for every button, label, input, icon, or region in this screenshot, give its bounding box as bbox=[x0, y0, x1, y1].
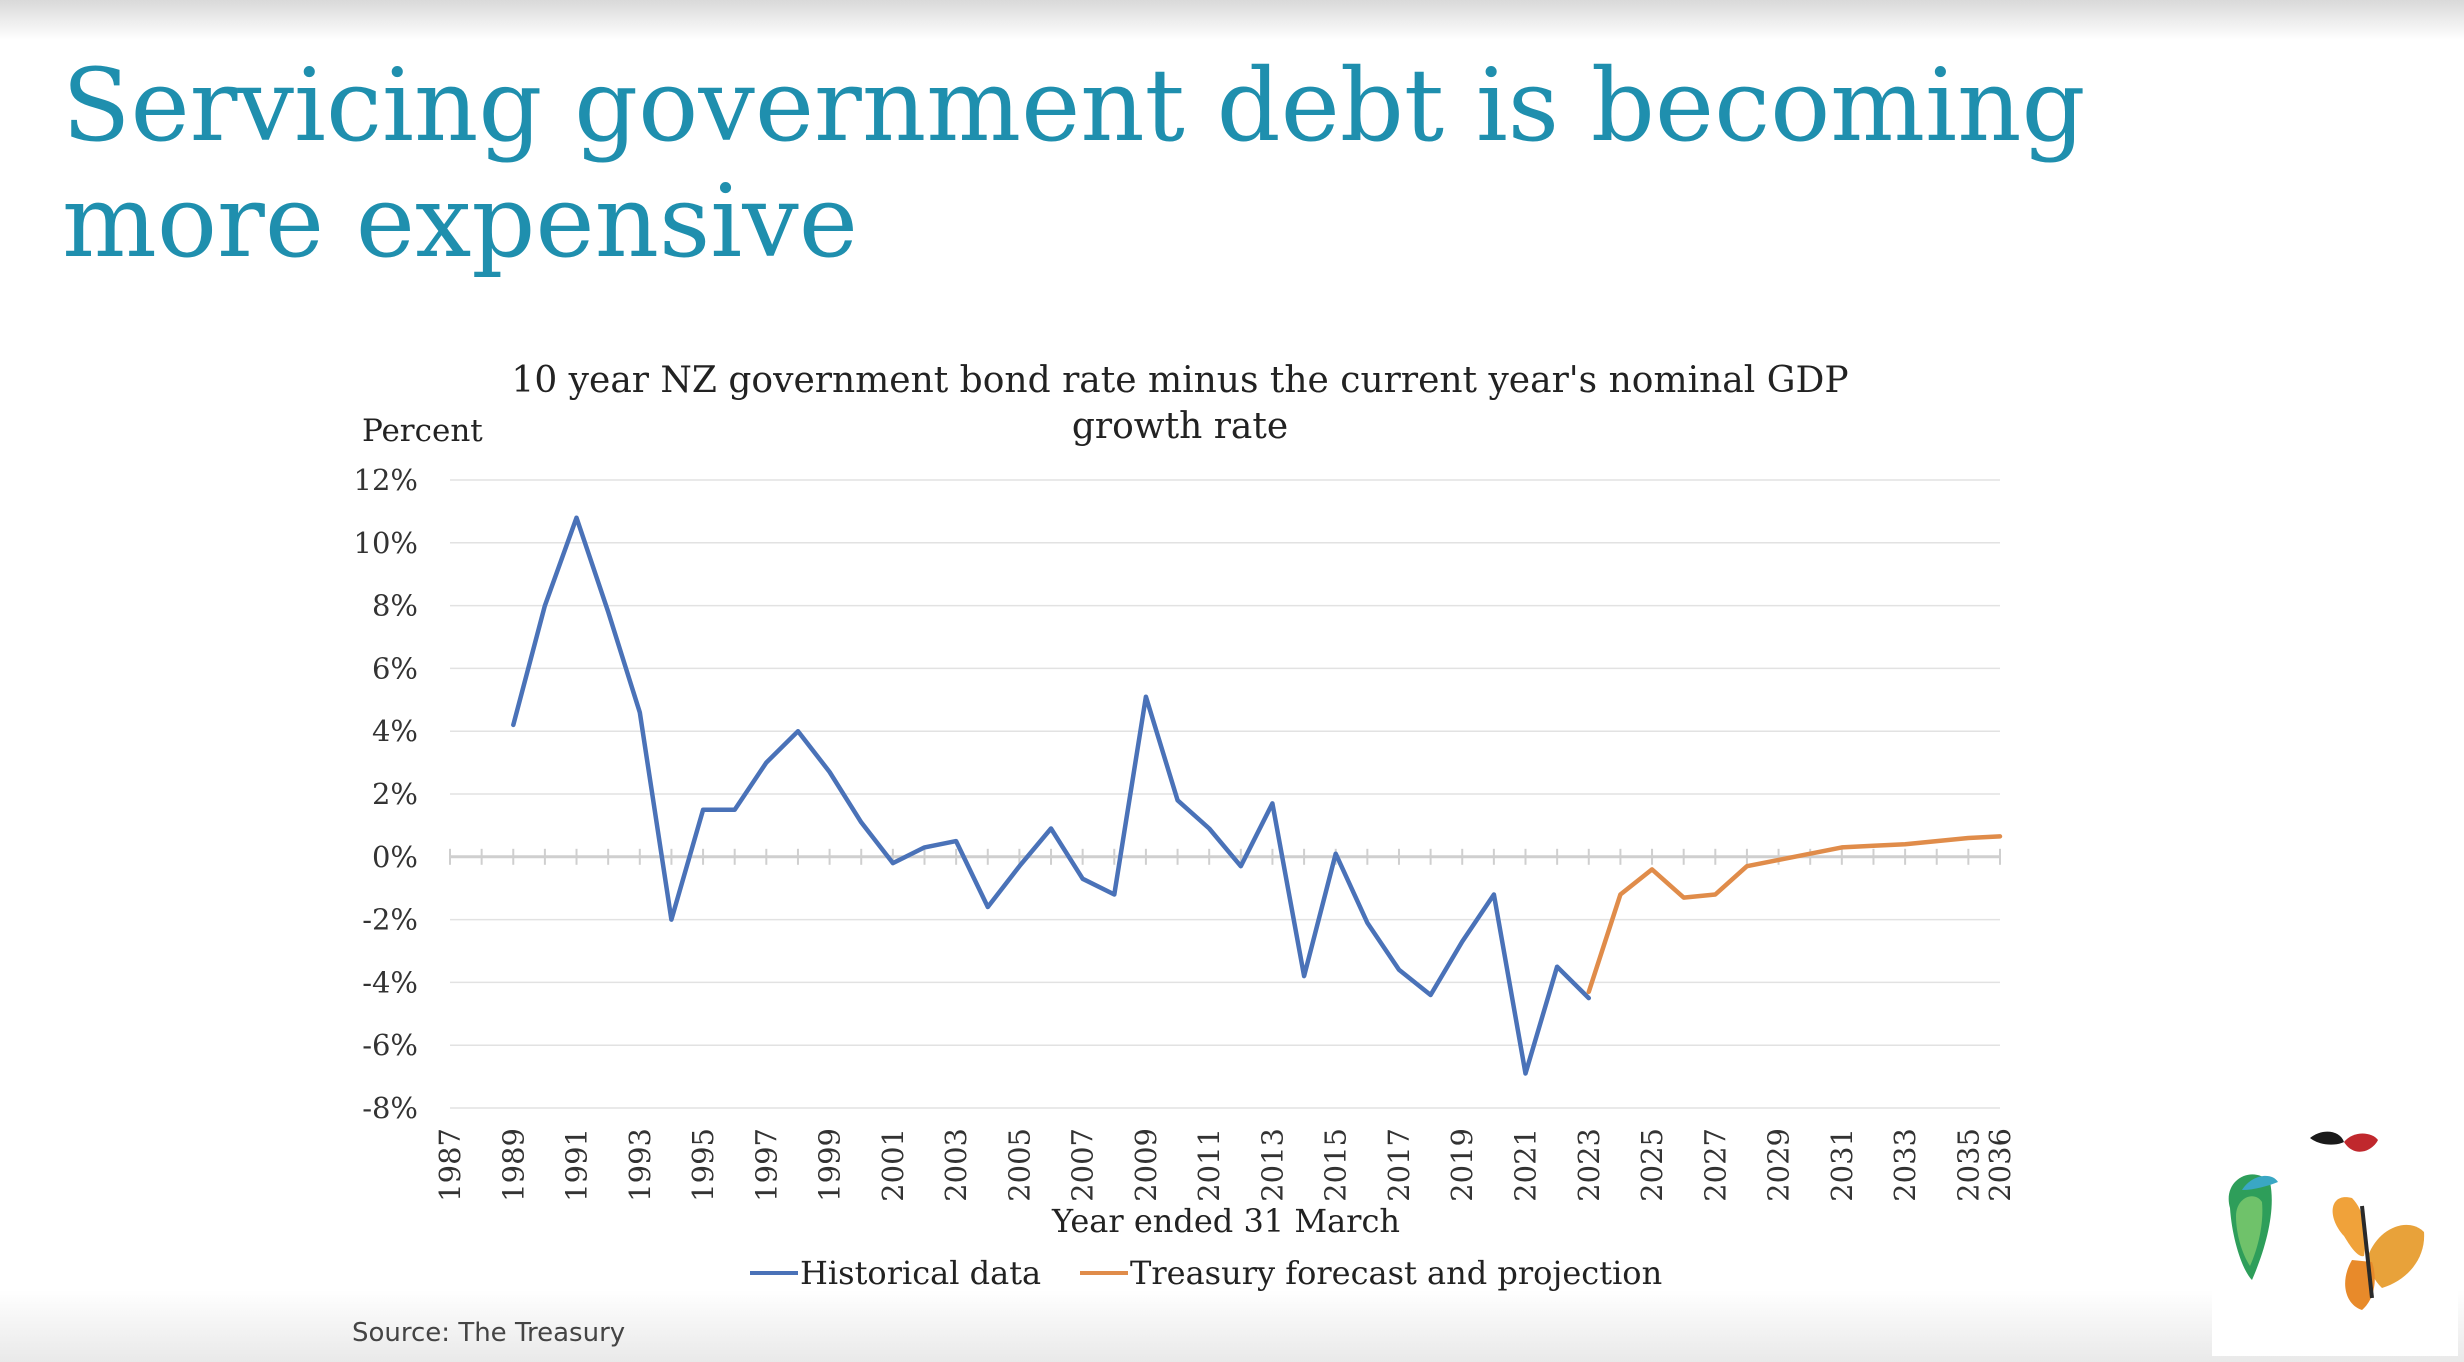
x-tick-label: 2003 bbox=[939, 1128, 973, 1202]
x-tick-label: 2009 bbox=[1129, 1128, 1163, 1202]
x-tick-label: 1987 bbox=[433, 1128, 467, 1202]
orange-butterfly-body bbox=[2360, 1205, 2374, 1299]
top-shade bbox=[0, 0, 2464, 40]
green-butterfly-wing-inner bbox=[2236, 1196, 2263, 1266]
orange-butterfly-wing-right bbox=[2368, 1224, 2425, 1288]
x-tick-label: 2001 bbox=[876, 1128, 910, 1202]
y-tick-label: 2% bbox=[372, 777, 418, 811]
green-butterfly-wing-blue bbox=[2242, 1175, 2278, 1190]
series-lines bbox=[511, 515, 2003, 1076]
y-tick-label: 12% bbox=[354, 463, 418, 497]
y-tick-label: 4% bbox=[372, 714, 418, 748]
orange-butterfly-wing-left bbox=[2332, 1197, 2366, 1257]
legend-label-historical: Historical data bbox=[800, 1254, 1041, 1292]
x-axis-label: Year ended 31 March bbox=[1051, 1202, 1400, 1240]
x-tick-labels: 1987 1989 1991 1993 1995 1997 1999 2001 2003 2005… bbox=[433, 1128, 2017, 1202]
x-tick-label: 2025 bbox=[1635, 1128, 1669, 1202]
x-tick-label: 2011 bbox=[1192, 1128, 1226, 1202]
source-note: Source: The Treasury bbox=[352, 1318, 626, 1348]
x-tick-label: 2023 bbox=[1572, 1128, 1606, 1202]
y-tick-label: -2% bbox=[362, 903, 418, 937]
grid-lines bbox=[449, 479, 2001, 1109]
y-tick-label: -4% bbox=[362, 965, 418, 999]
y-axis-label: Percent bbox=[362, 413, 483, 449]
slide-title: Servicing government debt is becoming mo… bbox=[62, 47, 2086, 280]
y-tick-labels: 12% 10% 8% 6% 4% 2% 0% -2% -4% -6% -8% bbox=[354, 463, 418, 1125]
x-tick-label: 2036 bbox=[1983, 1128, 2017, 1202]
chart-title-line-2: growth rate bbox=[1072, 406, 1288, 447]
y-tick-label: 6% bbox=[372, 651, 418, 685]
x-tick-label: 2029 bbox=[1762, 1128, 1796, 1202]
x-tick-label: 1997 bbox=[749, 1128, 783, 1202]
bottom-shade bbox=[0, 1290, 2464, 1362]
red-butterfly-wing-right bbox=[2344, 1133, 2378, 1152]
series-line-historical bbox=[511, 515, 1592, 1076]
x-tick-label: 2031 bbox=[1825, 1128, 1859, 1202]
y-tick-label: -8% bbox=[362, 1091, 418, 1125]
y-tick-label: 8% bbox=[372, 589, 418, 623]
x-tick-label: 2027 bbox=[1698, 1128, 1732, 1202]
x-tick-label: 1991 bbox=[560, 1128, 594, 1202]
x-tick-label: 1993 bbox=[623, 1128, 657, 1202]
red-butterfly-wing-left bbox=[2310, 1131, 2344, 1145]
x-tick-label: 2007 bbox=[1066, 1128, 1100, 1202]
x-tick-label: 2013 bbox=[1255, 1128, 1289, 1202]
x-tick-label: 1999 bbox=[813, 1128, 847, 1202]
x-tick-label: 2019 bbox=[1445, 1128, 1479, 1202]
x-tick-label: 2033 bbox=[1888, 1128, 1922, 1202]
x-tick-label: 1989 bbox=[496, 1128, 530, 1202]
x-tick-label: 2005 bbox=[1002, 1128, 1036, 1202]
x-tick-label: 2015 bbox=[1319, 1128, 1353, 1202]
legend: Historical data Treasury forecast and pr… bbox=[750, 1254, 1662, 1292]
butterflies-logo-icon bbox=[2212, 1120, 2458, 1356]
x-tick-label: 2035 bbox=[1951, 1128, 1985, 1202]
legend-label-forecast: Treasury forecast and projection bbox=[1130, 1254, 1662, 1292]
x-tick-label: 2021 bbox=[1509, 1128, 1543, 1202]
x-tick-label: 2017 bbox=[1382, 1128, 1416, 1202]
y-tick-label: 10% bbox=[354, 526, 418, 560]
y-tick-label: 0% bbox=[372, 840, 418, 874]
y-tick-label: -6% bbox=[362, 1028, 418, 1062]
x-tick-label: 1995 bbox=[686, 1128, 720, 1202]
series-line-forecast bbox=[1586, 834, 2003, 995]
chart-title-line-1: 10 year NZ government bond rate minus th… bbox=[511, 360, 1848, 401]
